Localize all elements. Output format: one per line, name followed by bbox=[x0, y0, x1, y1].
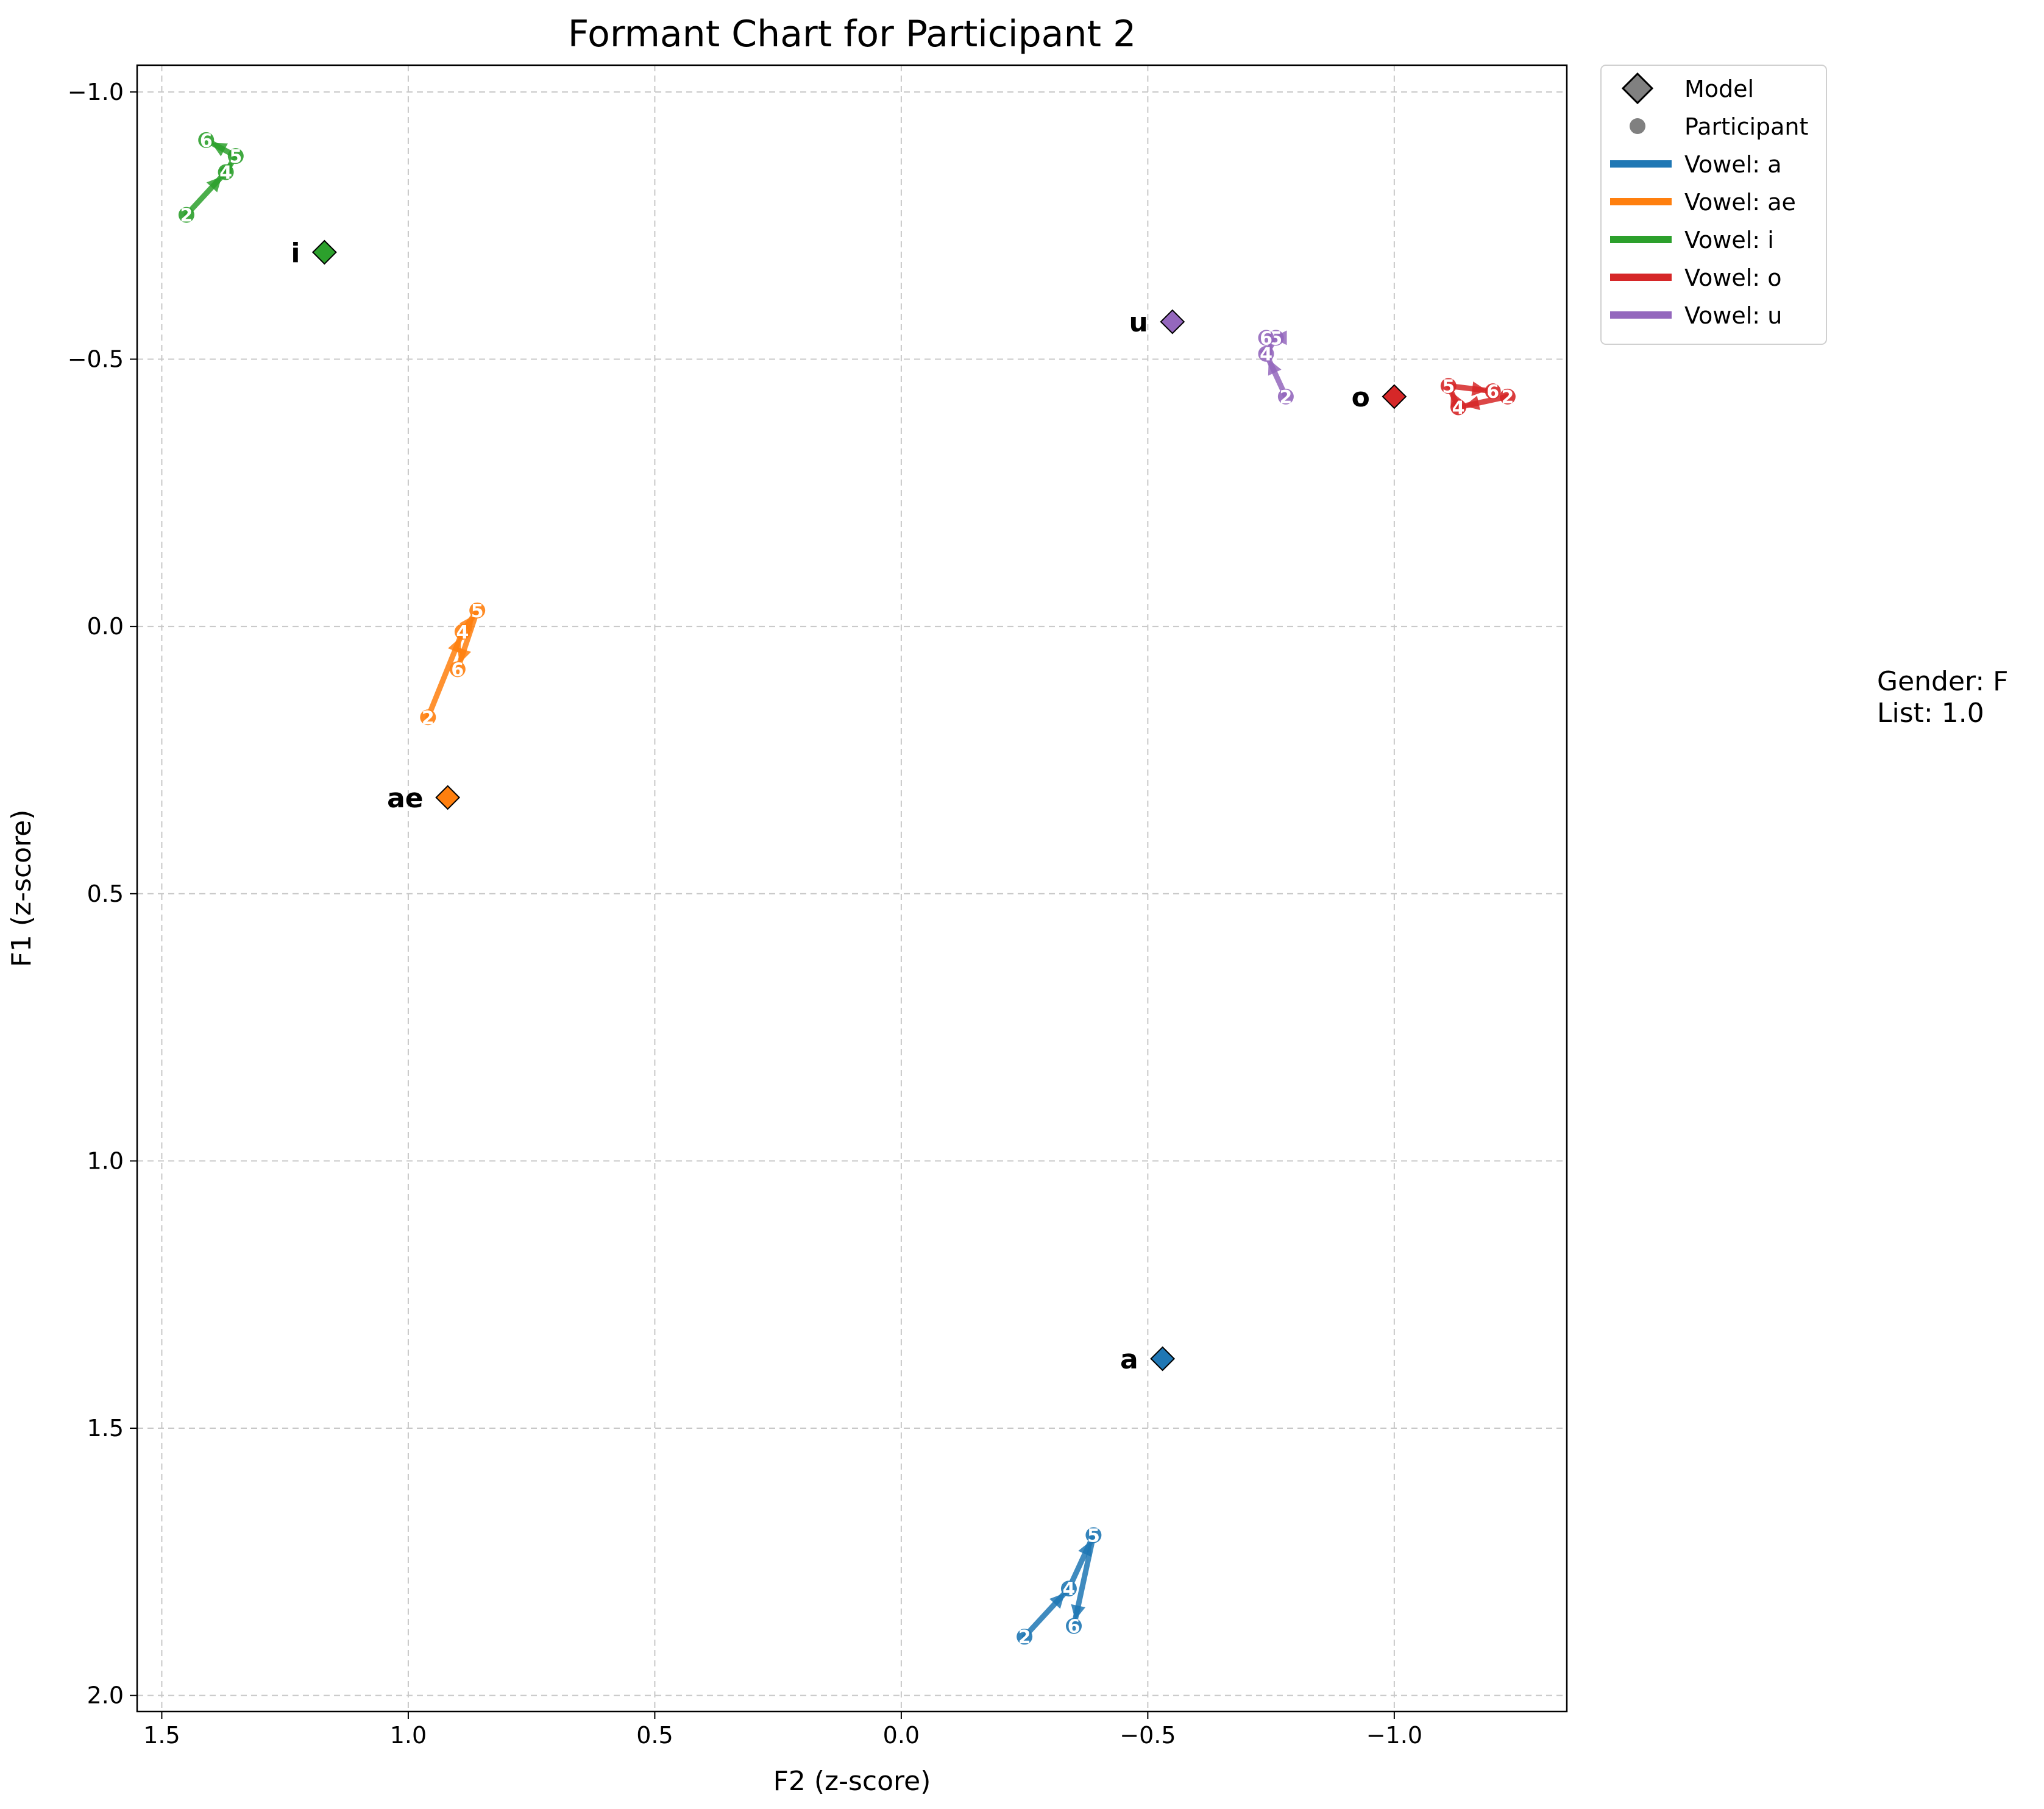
y-tick-label: 1.5 bbox=[87, 1415, 124, 1442]
participant-point-label: 5 bbox=[1269, 328, 1282, 349]
x-tick-label: 1.5 bbox=[143, 1722, 180, 1749]
model-label-i: i bbox=[291, 238, 300, 269]
x-tick-label: 0.5 bbox=[636, 1722, 673, 1749]
model-marker-u bbox=[1160, 309, 1185, 335]
trajectory-arrowhead-o bbox=[1471, 381, 1487, 396]
x-tick-label: 0.0 bbox=[883, 1722, 920, 1749]
participant-point-label: 5 bbox=[229, 146, 242, 168]
model-label-a: a bbox=[1120, 1344, 1138, 1375]
participant-point-label: 4 bbox=[1063, 1579, 1076, 1600]
participant-point-label: 4 bbox=[219, 162, 232, 183]
participant-point-label: 6 bbox=[451, 659, 464, 681]
participant-point-label: 4 bbox=[1260, 344, 1272, 366]
legend-label: Vowel: i bbox=[1684, 227, 1774, 253]
model-marker-i bbox=[311, 239, 337, 265]
participant-point-label: 2 bbox=[1018, 1627, 1031, 1648]
trajectory-arrowhead-o bbox=[1464, 395, 1480, 410]
plot-area-frame bbox=[136, 64, 1568, 1713]
participant-point-label: 6 bbox=[1486, 381, 1499, 403]
participant-point-o bbox=[1485, 383, 1501, 400]
legend-label: Participant bbox=[1684, 113, 1808, 140]
y-axis-label: F1 (z-score) bbox=[6, 810, 37, 968]
legend: Model Participant Vowel: a Vowel: ae Vowel: … bbox=[1600, 65, 1827, 345]
participant-point-label: 6 bbox=[1068, 1616, 1081, 1638]
model-label-ae: ae bbox=[387, 783, 424, 814]
participant-point-label: 2 bbox=[180, 205, 193, 227]
x-tick-label: −1.0 bbox=[1366, 1722, 1422, 1749]
participant-point-ae bbox=[454, 623, 470, 640]
y-tick-label: 1.0 bbox=[87, 1147, 124, 1174]
legend-label: Vowel: o bbox=[1684, 264, 1781, 291]
participant-point-ae bbox=[449, 661, 466, 678]
trajectory-arrowhead-i bbox=[206, 176, 222, 193]
model-marker-o bbox=[1382, 384, 1407, 409]
participant-point-label: 5 bbox=[471, 601, 484, 622]
x-axis-label: F2 (z-score) bbox=[773, 1766, 931, 1797]
legend-label: Vowel: u bbox=[1684, 302, 1782, 329]
participant-point-label: 2 bbox=[1279, 387, 1292, 408]
y-tick-label: −0.5 bbox=[68, 346, 124, 373]
chart-title: Formant Chart for Participant 2 bbox=[568, 13, 1137, 55]
grid bbox=[137, 65, 1567, 1712]
trajectory-arrowhead-u bbox=[1268, 359, 1282, 376]
y-tick-label: 0.0 bbox=[87, 613, 124, 640]
participant-point-ae bbox=[469, 602, 486, 618]
participant-point-o bbox=[1440, 378, 1457, 394]
x-tick-label: 1.0 bbox=[390, 1722, 427, 1749]
trajectory-arrowhead-i bbox=[211, 143, 228, 157]
participant-point-u bbox=[1258, 345, 1274, 362]
participant-point-label: 2 bbox=[1501, 387, 1514, 408]
participant-point-u bbox=[1258, 330, 1274, 346]
participant-point-label: 4 bbox=[1452, 397, 1465, 419]
participant-point-label: 5 bbox=[1442, 376, 1455, 397]
y-tick-label: −1.0 bbox=[68, 79, 124, 105]
participant-point-label: 4 bbox=[456, 622, 469, 643]
participant-point-label: 6 bbox=[1260, 328, 1272, 349]
list-text: List: 1.0 bbox=[1877, 698, 1984, 729]
participant-point-a bbox=[1066, 1618, 1082, 1634]
series-o: 2 45 6 o bbox=[1352, 376, 1516, 419]
trajectory-arrowhead-a bbox=[1071, 1604, 1085, 1620]
model-label-o: o bbox=[1352, 382, 1370, 413]
participant-point-a bbox=[1060, 1581, 1077, 1597]
legend-model-icon bbox=[1621, 72, 1654, 105]
participant-point-label: 6 bbox=[200, 130, 213, 152]
y-tick-label: 2.0 bbox=[87, 1682, 124, 1709]
participant-point-i bbox=[178, 207, 194, 223]
series-i: 2 456 i bbox=[178, 130, 337, 269]
participant-point-label: 2 bbox=[422, 707, 435, 729]
participant-point-i bbox=[198, 132, 215, 148]
model-marker-ae bbox=[435, 785, 461, 810]
y-tick-label: 0.5 bbox=[87, 880, 124, 907]
legend-label: Vowel: ae bbox=[1684, 189, 1796, 216]
trajectory-arrowhead-a bbox=[1049, 1593, 1065, 1609]
trajectory-arrowhead-ae bbox=[457, 647, 472, 664]
legend-label: Model bbox=[1684, 76, 1754, 102]
participant-point-i bbox=[218, 164, 234, 180]
model-label-u: u bbox=[1129, 307, 1148, 338]
participant-point-o bbox=[1450, 399, 1467, 416]
legend-label: Vowel: a bbox=[1684, 151, 1781, 178]
gender-text: Gender: F bbox=[1877, 666, 2009, 697]
participant-point-ae bbox=[420, 709, 436, 726]
model-marker-a bbox=[1150, 1346, 1176, 1372]
series-a: 2 4 5 6 a bbox=[1017, 1344, 1176, 1648]
participant-point-u bbox=[1277, 388, 1294, 405]
participant-point-label: 5 bbox=[1087, 1526, 1100, 1547]
series-ae: 2 45 6 ae bbox=[387, 601, 486, 814]
participant-point-o bbox=[1499, 388, 1516, 405]
x-tick-label: −0.5 bbox=[1120, 1722, 1176, 1749]
axis-ticks: 1.5 1.0 0.5 0.0 −0.5 −1.0 −1.0 −0.5 0.0 0.5 1.0 1.5… bbox=[68, 79, 1422, 1749]
legend-participant-icon bbox=[1630, 118, 1645, 134]
participant-point-a bbox=[1085, 1527, 1102, 1543]
participant-point-a bbox=[1017, 1629, 1033, 1645]
participant-point-i bbox=[227, 148, 244, 165]
